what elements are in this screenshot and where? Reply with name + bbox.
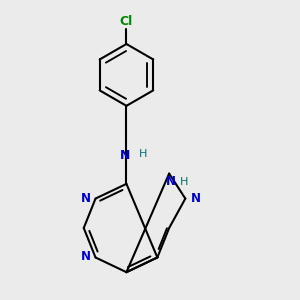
Text: N: N <box>190 192 201 205</box>
Text: N: N <box>81 192 91 205</box>
Text: N: N <box>166 175 176 188</box>
Text: Cl: Cl <box>120 15 133 28</box>
Text: N: N <box>81 250 91 262</box>
Text: H: H <box>180 177 188 187</box>
Text: H: H <box>139 148 148 158</box>
Text: N: N <box>120 149 130 162</box>
